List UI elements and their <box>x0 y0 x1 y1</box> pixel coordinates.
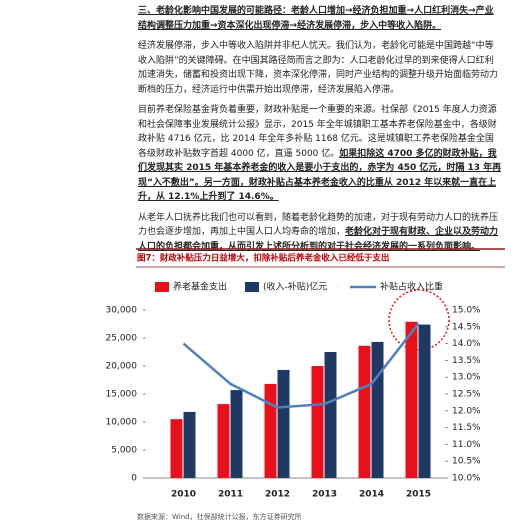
x-tick-label: 2014 <box>359 490 384 500</box>
bar <box>264 383 277 478</box>
y-tick-label: 25,000 <box>106 334 138 344</box>
x-tick-label: 2015 <box>406 490 431 500</box>
bar <box>358 345 371 478</box>
x-tick-label: 2011 <box>218 490 243 500</box>
y2-tick-label: 14.5% <box>452 322 481 332</box>
y2-tick-label: 13.0% <box>452 373 481 383</box>
source: 数据来源：Wind，社保部统计公报，东方证券研究所 <box>137 512 302 521</box>
legend-label: 养老基金支出 <box>173 281 227 293</box>
y-tick-label: 15,000 <box>106 390 138 400</box>
legend-swatch <box>155 282 169 292</box>
bar <box>371 341 384 478</box>
text: 三、老龄化影响中国发展的可能路径：老龄人口增加→经济负担加重→人口红利消失→产业… <box>138 6 494 31</box>
y2-tick-label: 13.5% <box>452 356 481 366</box>
heading: 三、老龄化影响中国发展的可能路径：老龄人口增加→经济负担加重→人口红利消失→产业… <box>138 4 502 33</box>
text: 从老年人口抚养比我们也可以看到，随着老龄化趋势的加速，对于现有劳动力人口的抚养压… <box>138 212 499 238</box>
document-body: 三、老龄化影响中国发展的可能路径：老龄人口增加→经济负担加重→人口红利消失→产业… <box>138 4 502 260</box>
legend-label: (收入-补贴)亿元 <box>263 281 327 293</box>
y2-tick-label: 12.0% <box>452 406 481 416</box>
y2-tick-label: 10.5% <box>452 457 481 467</box>
x-tick-label: 2013 <box>312 490 337 500</box>
bar <box>405 321 418 478</box>
text: 目前养老保险基金背负着重要，财政补贴是一个重要的来源。社保部《2015 年度人力… <box>138 105 497 159</box>
paragraph: 从老年人口抚养比我们也可以看到，随着老龄化趋势的加速，对于现有劳动力人口的抚养压… <box>138 211 502 255</box>
text: 如果扣除这 4700 多亿的财政补贴，我们发现其实 2015 年基本养老金的收入… <box>138 148 502 203</box>
bar <box>311 366 324 478</box>
bar <box>230 390 243 478</box>
bar <box>183 411 196 478</box>
y2-tick-label: 14.0% <box>452 339 481 349</box>
y2-tick-label: 12.5% <box>452 390 481 400</box>
bar <box>277 369 290 478</box>
y2-tick-label: 10.0% <box>452 474 481 484</box>
y2-tick-label: 15.0% <box>452 306 481 316</box>
paragraph: 目前养老保险基金背负着重要，财政补贴是一个重要的来源。社保部《2015 年度人力… <box>138 103 502 205</box>
x-tick-label: 2010 <box>171 490 196 500</box>
y-tick-label: 30,000 <box>106 306 138 316</box>
line <box>182 322 420 409</box>
highlight-circle <box>388 289 450 351</box>
y-tick-label: 5,000 <box>111 446 137 456</box>
text: 老龄化对于现有财政、企业以及劳动力人口的负担都会加重，从而引发上述所分析到的对于… <box>138 227 499 252</box>
figure-title: 图7：财政补贴压力日益增大，扣除补贴后养老金收入已经低于支出 <box>137 253 389 264</box>
y2-tick-label: 11.0% <box>452 440 481 450</box>
legend-label: 补贴占收入比重 <box>380 281 443 293</box>
bar <box>418 324 431 478</box>
y-tick-label: 20,000 <box>106 362 138 372</box>
legend-swatch <box>245 282 259 292</box>
y-tick-label: 10,000 <box>106 418 138 428</box>
bar <box>324 352 337 478</box>
x-tick-label: 2012 <box>265 490 290 500</box>
text: 经济发展停滞，步入中等收入陷阱并非杞人忧天。我们认为，老龄化可能是中国跨越“中等… <box>138 41 499 95</box>
y2-tick-label: 11.5% <box>452 423 481 433</box>
y-tick-label: 0 <box>131 474 137 484</box>
paragraph: 经济发展停滞，步入中等收入陷阱并非杞人忧天。我们认为，老龄化可能是中国跨越“中等… <box>138 39 502 97</box>
bar <box>217 404 230 478</box>
bar <box>170 419 183 478</box>
